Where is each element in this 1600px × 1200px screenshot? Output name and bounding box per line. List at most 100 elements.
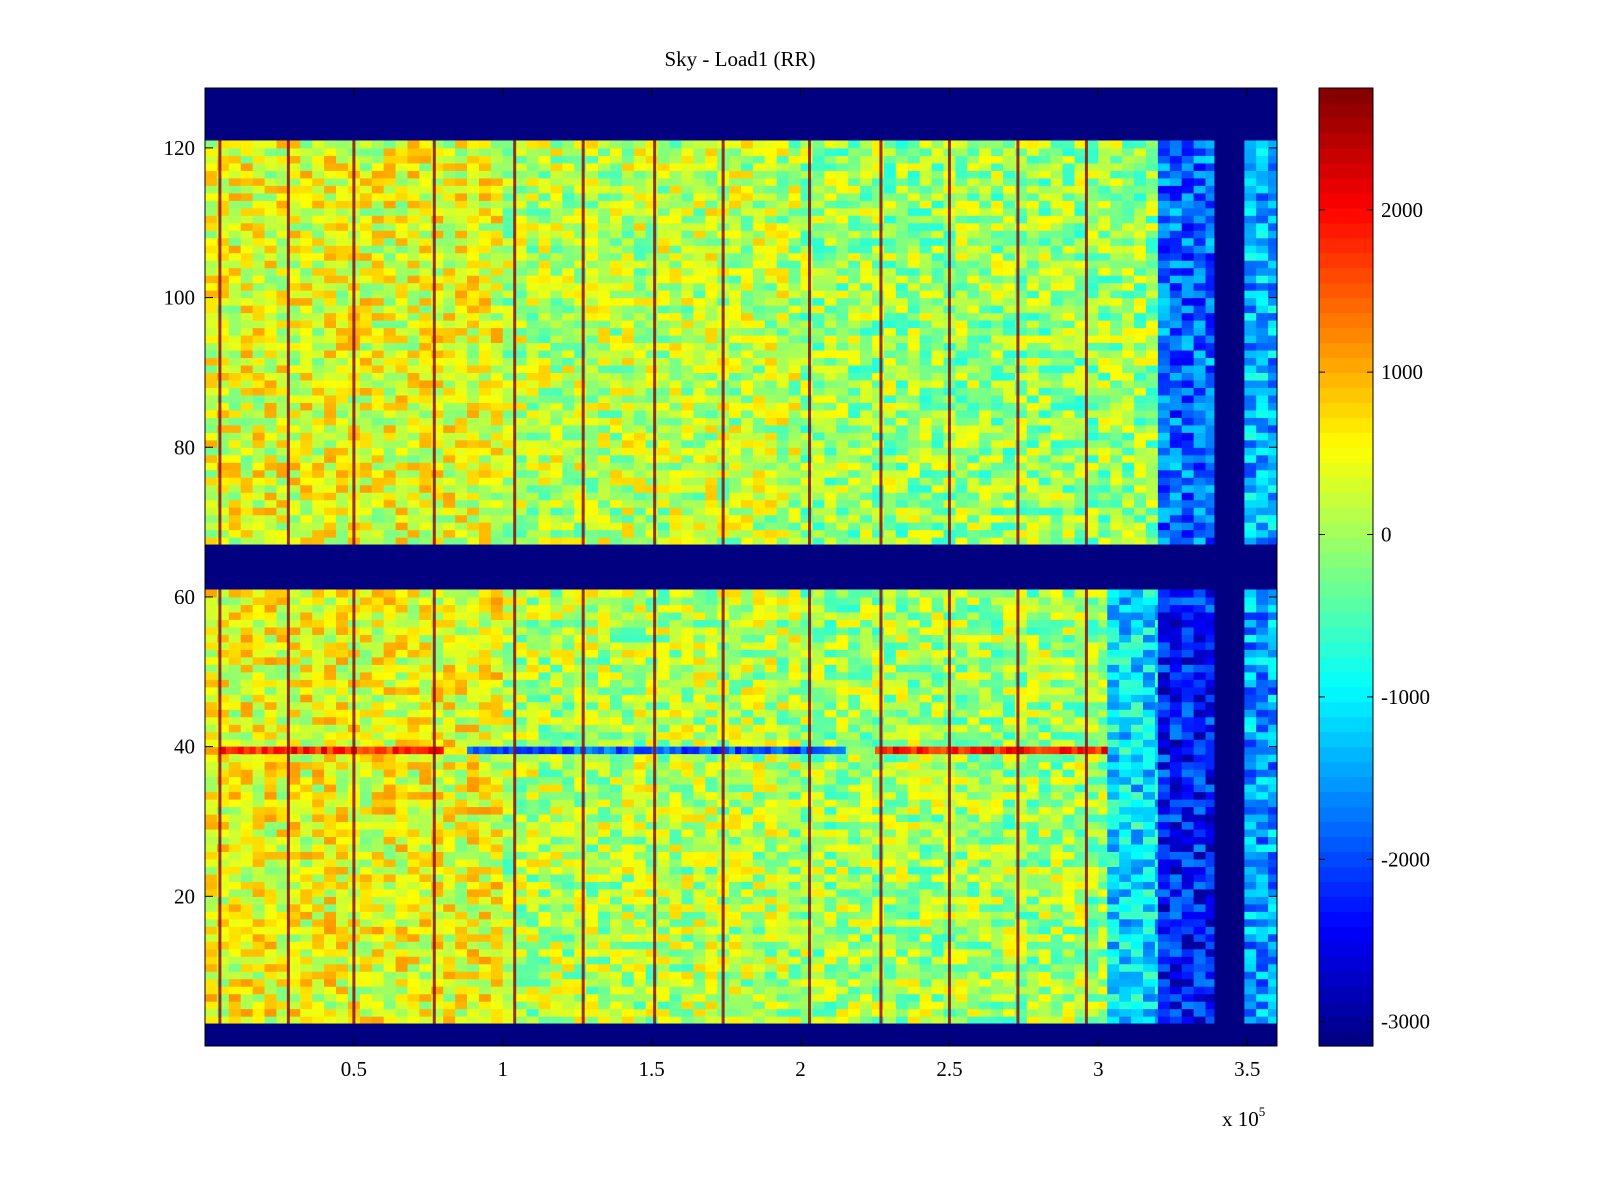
heatmap-cell [407, 596, 420, 606]
heatmap-cell [872, 903, 885, 912]
heatmap-cell [371, 619, 385, 628]
heatmap-cell [550, 896, 563, 905]
heatmap-cell [1038, 1016, 1052, 1025]
heatmap-cell [514, 671, 528, 680]
heatmap-cell [1143, 1016, 1156, 1025]
heatmap-cell [705, 821, 718, 830]
heatmap-cell [705, 918, 718, 927]
heatmap-cell [1050, 821, 1064, 830]
heatmap-cell [1038, 716, 1052, 725]
heatmap-cell [955, 731, 968, 740]
heatmap-cell [609, 926, 623, 935]
heatmap-cell [645, 821, 659, 830]
heatmap-cell [443, 679, 456, 688]
heatmap-cell [240, 813, 254, 823]
heatmap-cell [288, 986, 301, 995]
heatmap-cell [895, 986, 909, 995]
heatmap-cell [383, 656, 397, 665]
heatmap-cell [419, 926, 432, 935]
heatmap-cell [1086, 799, 1099, 808]
heatmap-cell [705, 813, 718, 823]
heatmap-cell [872, 641, 885, 650]
heatmap-cell [252, 784, 266, 793]
heatmap-cell [371, 596, 385, 606]
heatmap-cell [1062, 1016, 1076, 1025]
heatmap-cell [443, 843, 456, 852]
heatmap-cell [300, 619, 313, 628]
heatmap-cell [883, 604, 897, 613]
heatmap-cell [1074, 806, 1088, 815]
heatmap-cell [1193, 828, 1207, 838]
heatmap-cell [288, 604, 301, 613]
heatmap-cell [991, 634, 1004, 643]
heatmap-cell [1026, 1008, 1040, 1017]
heatmap-cell [883, 776, 897, 785]
heatmap-cell [336, 784, 349, 793]
heatmap-cell [1074, 1001, 1088, 1010]
heatmap-cell [264, 731, 278, 740]
heatmap-cell [467, 888, 480, 897]
heatmap-cell [383, 828, 397, 838]
heatmap-cell [729, 866, 742, 875]
heatmap-cell [252, 956, 266, 965]
heatmap-cell [514, 596, 528, 606]
heatmap-cell [1154, 724, 1159, 733]
heatmap-cell [526, 724, 540, 733]
heatmap-cell [216, 888, 230, 897]
heatmap-cell [931, 926, 945, 935]
heatmap-cell [609, 724, 623, 733]
heatmap-cell [669, 731, 683, 740]
heatmap-cell [240, 634, 254, 643]
heatmap-cell [526, 813, 540, 823]
heatmap-cell [1050, 761, 1064, 770]
heatmap-cell [312, 784, 325, 793]
heatmap-cell [598, 933, 611, 942]
heatmap-cell [300, 836, 313, 845]
heatmap-cell [359, 641, 373, 650]
heatmap-cell [907, 739, 921, 748]
heatmap-cell [800, 731, 814, 740]
heatmap-cell [657, 1001, 671, 1010]
heatmap-cell [919, 986, 933, 995]
heatmap-cell [240, 799, 254, 808]
heatmap-cell [657, 986, 671, 995]
heatmap-cell [812, 634, 825, 643]
heatmap-cell [752, 724, 766, 733]
heatmap-cell [1193, 679, 1207, 688]
heatmap-cell [657, 596, 671, 606]
heatmap-cell [919, 694, 933, 703]
heatmap-cell [967, 791, 980, 800]
heatmap-cell [836, 671, 849, 680]
heatmap-cell [991, 866, 1004, 875]
heatmap-cell [800, 716, 814, 725]
heatmap-cell [324, 903, 337, 912]
heatmap-cell [1205, 933, 1216, 942]
heatmap-cell [538, 679, 552, 688]
heatmap-cell [609, 971, 623, 980]
heatmap-cell [872, 888, 885, 897]
heatmap-cell [443, 896, 456, 905]
heatmap-cell [812, 731, 825, 740]
heatmap-cell [800, 799, 814, 808]
heatmap-cell [1003, 836, 1016, 845]
heatmap-cell [455, 724, 468, 733]
heatmap-cell [1050, 679, 1064, 688]
heatmap-cell [431, 754, 444, 763]
heatmap-cell [1131, 649, 1144, 658]
heatmap-cell [860, 978, 873, 987]
heatmap-cell [633, 709, 647, 718]
heatmap-cell [300, 993, 313, 1002]
heatmap-cell [240, 739, 254, 748]
heatmap-cell [324, 821, 337, 830]
heatmap-cell [967, 948, 980, 957]
heatmap-cell [550, 918, 563, 927]
heatmap-cell [514, 709, 528, 718]
heatmap-cell [895, 851, 909, 860]
heatmap-cell [550, 656, 563, 665]
heatmap-cell [526, 843, 540, 852]
heatmap-cell [812, 694, 825, 703]
heatmap-cell [252, 963, 266, 972]
heatmap-cell [729, 709, 742, 718]
heatmap-cell [1119, 873, 1132, 882]
heatmap-cell [1086, 761, 1099, 770]
